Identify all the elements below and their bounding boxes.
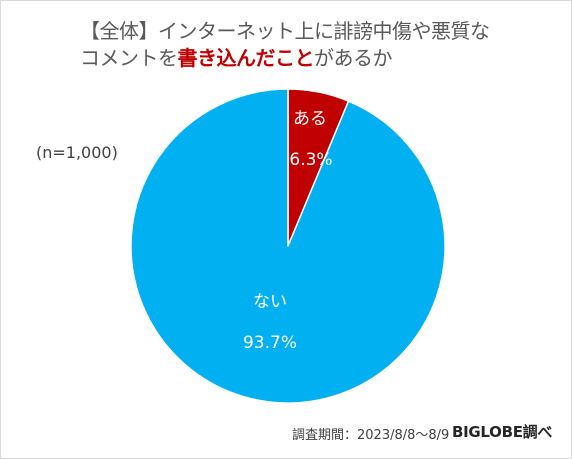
slice-label-yes: ある — [293, 109, 327, 129]
title-line-1: 【全体】インターネット上に誹謗中傷や悪質な — [80, 19, 490, 43]
chart-title: 【全体】インターネット上に誹謗中傷や悪質な コメントを書き込んだことがあるか — [80, 18, 490, 72]
sample-size-label: (n=1,000) — [36, 143, 118, 162]
slice-value-yes: 6.3% — [289, 150, 332, 170]
slice-label-no: ない — [253, 292, 287, 312]
pie-slice-no — [130, 88, 446, 404]
title-emphasis: 書き込んだこと — [177, 46, 315, 70]
title-line-2-suffix: があるか — [314, 46, 393, 70]
title-line-2-prefix: コメントを — [80, 46, 178, 70]
source-credit: BIGLOBE調べ — [452, 423, 553, 441]
slice-value-no: 93.7% — [243, 333, 297, 353]
survey-period: 調査期間：2023/8/8～8/9 — [292, 428, 450, 443]
